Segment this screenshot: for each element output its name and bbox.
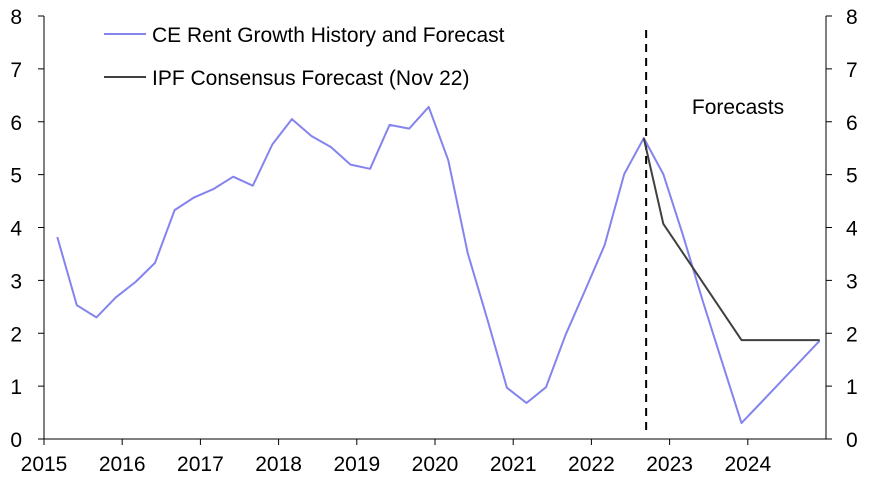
y-tick-label-right: 5 (846, 165, 858, 188)
y-ticks-left: 0 1 2 3 4 5 6 7 8 (10, 6, 44, 452)
y-tick-label-right: 4 (846, 218, 858, 241)
y-tick-label-left: 1 (10, 376, 22, 399)
y-tick-label-left: 3 (10, 270, 22, 293)
y-ticks-right: 0 1 2 3 4 5 6 7 8 (826, 6, 858, 452)
x-tick-label: 2021 (490, 453, 537, 476)
y-tick-label-left: 4 (10, 218, 22, 241)
x-tick-label: 2023 (646, 453, 693, 476)
series-layer (56, 105, 821, 425)
legend-label-1: IPF Consensus Forecast (Nov 22) (152, 67, 469, 90)
series-line-1 (642, 137, 820, 342)
y-tick-label-right: 1 (846, 376, 858, 399)
y-tick-label-right: 6 (846, 112, 858, 135)
forecast-annotation: Forecasts (692, 96, 784, 119)
x-tick-label: 2022 (568, 453, 615, 476)
y-tick-label-right: 2 (846, 323, 858, 346)
x-ticks: 2015 2016 2017 2018 2019 2020 2021 2022 2023 2024 (21, 439, 771, 476)
x-tick-label: 2018 (255, 453, 302, 476)
legend-label-0: CE Rent Growth History and Forecast (152, 24, 505, 47)
series-line-0 (56, 105, 821, 425)
y-tick-label-left: 7 (10, 59, 22, 82)
x-tick-label: 2019 (333, 453, 380, 476)
x-tick-label: 2017 (177, 453, 224, 476)
legend: CE Rent Growth History and Forecast IPF C… (104, 24, 505, 90)
y-tick-label-right: 0 (846, 429, 858, 452)
x-tick-label: 2015 (21, 453, 68, 476)
y-tick-label-left: 8 (10, 6, 22, 29)
y-tick-label-left: 2 (10, 323, 22, 346)
y-tick-label-left: 0 (10, 429, 22, 452)
y-tick-label-right: 7 (846, 59, 858, 82)
y-tick-label-left: 6 (10, 112, 22, 135)
y-tick-label-right: 3 (846, 270, 858, 293)
y-tick-label-left: 5 (10, 165, 22, 188)
x-tick-label: 2020 (412, 453, 459, 476)
x-tick-label: 2016 (99, 453, 146, 476)
x-tick-label: 2024 (724, 453, 771, 476)
y-tick-label-right: 8 (846, 6, 858, 29)
